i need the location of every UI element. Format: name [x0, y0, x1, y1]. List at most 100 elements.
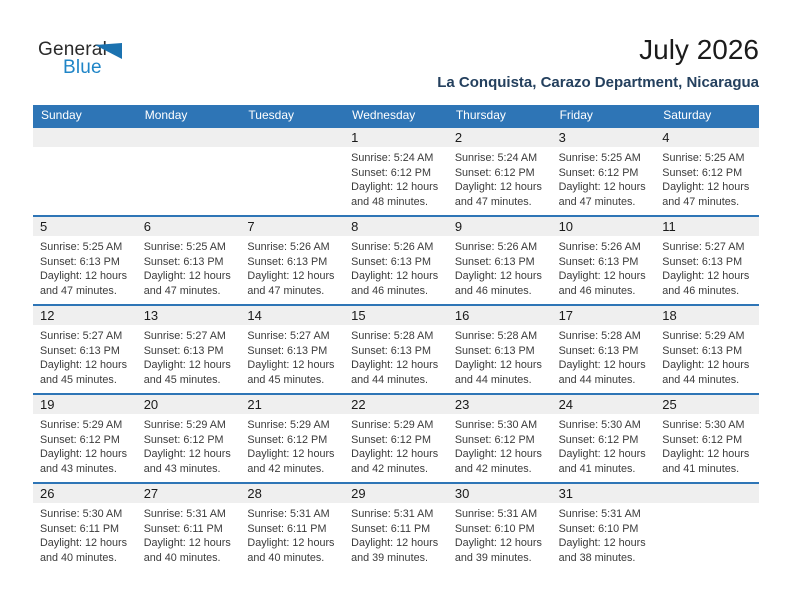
day-cell: Sunrise: 5:27 AM Sunset: 6:13 PM Daylight:…: [137, 325, 241, 387]
sunrise-text: Sunrise: 5:29 AM: [351, 419, 434, 431]
day-number: 14: [247, 308, 262, 323]
daylight-text-line1: Daylight: 12 hours: [351, 181, 439, 194]
day-cell: Sunrise: 5:29 AM Sunset: 6:13 PM Daylight:…: [655, 325, 759, 387]
empty-day-number: [137, 128, 241, 147]
empty-day-number: [655, 484, 759, 503]
sunset-text: Sunset: 6:11 PM: [247, 522, 327, 535]
sunset-text: Sunset: 6:12 PM: [143, 433, 224, 446]
sunset-text: Sunset: 6:13 PM: [558, 344, 639, 357]
daylight-text-line1: Daylight: 12 hours: [454, 181, 542, 194]
daylight-text-line1: Daylight: 12 hours: [351, 537, 439, 550]
sunset-text: Sunset: 6:13 PM: [558, 255, 639, 268]
day-cell: Sunrise: 5:29 AM Sunset: 6:12 PM Daylight:…: [344, 414, 448, 476]
day-cell: Sunrise: 5:26 AM Sunset: 6:13 PM Daylight:…: [552, 236, 656, 298]
sunset-text: Sunset: 6:12 PM: [247, 433, 328, 446]
daylight-text-line2: and 45 minutes.: [247, 373, 325, 386]
day-cell: Sunrise: 5:25 AM Sunset: 6:13 PM Daylight:…: [137, 236, 241, 298]
day-number: 17: [558, 308, 574, 323]
day-number: 12: [40, 308, 55, 323]
day-details-row: Sunrise: 5:29 AM Sunset: 6:12 PM Daylight:…: [33, 414, 759, 476]
day-number: 24: [558, 397, 574, 412]
sunrise-text: Sunrise: 5:29 AM: [143, 419, 226, 431]
day-number: 16: [454, 308, 470, 323]
day-cell: Sunrise: 5:30 AM Sunset: 6:12 PM Daylight:…: [655, 414, 759, 476]
day-cell: Sunrise: 5:29 AM Sunset: 6:12 PM Daylight:…: [33, 414, 137, 476]
daylight-text-line2: and 47 minutes.: [558, 195, 636, 208]
sunrise-text: Sunrise: 5:25 AM: [40, 241, 123, 253]
sunrise-text: Sunrise: 5:31 AM: [143, 508, 226, 520]
daylight-text-line1: Daylight: 12 hours: [351, 359, 439, 372]
daylight-text-line2: and 40 minutes.: [143, 551, 221, 564]
daylight-text-line1: Daylight: 12 hours: [143, 537, 231, 550]
daylight-text-line1: Daylight: 12 hours: [454, 359, 542, 372]
sunset-text: Sunset: 6:12 PM: [662, 166, 743, 179]
sunset-text: Sunset: 6:12 PM: [351, 166, 431, 179]
day-cell: Sunrise: 5:31 AM Sunset: 6:11 PM Daylight:…: [240, 503, 344, 565]
day-number: 26: [40, 486, 55, 501]
sunrise-text: Sunrise: 5:26 AM: [351, 241, 434, 253]
day-number: 27: [143, 486, 159, 501]
sunset-text: Sunset: 6:12 PM: [558, 166, 639, 179]
page-title: July 2026: [639, 34, 759, 65]
daylight-text-line1: Daylight: 12 hours: [454, 537, 542, 550]
sunrise-text: Sunrise: 5:25 AM: [558, 152, 641, 164]
daylight-text-line2: and 46 minutes.: [662, 284, 740, 297]
daylight-text-line1: Daylight: 12 hours: [143, 448, 231, 461]
sunset-text: Sunset: 6:13 PM: [351, 255, 431, 268]
daylight-text-line2: and 46 minutes.: [351, 284, 428, 297]
day-number: 19: [40, 397, 55, 412]
day-cell: Sunrise: 5:26 AM Sunset: 6:13 PM Daylight:…: [240, 236, 344, 298]
daylight-text-line2: and 39 minutes.: [351, 551, 428, 564]
sunrise-text: Sunrise: 5:26 AM: [558, 241, 641, 253]
weekday-header: Thursday: [455, 108, 506, 122]
empty-day-cell: [137, 147, 241, 209]
day-number: 20: [143, 397, 159, 412]
day-number-band: 5 6 7 8 9 10 11: [33, 217, 759, 236]
sunset-text: Sunset: 6:13 PM: [662, 344, 743, 357]
day-number: 1: [351, 130, 359, 145]
daylight-text-line1: Daylight: 12 hours: [247, 359, 335, 372]
sunset-text: Sunset: 6:13 PM: [40, 344, 120, 357]
day-cell: Sunrise: 5:25 AM Sunset: 6:12 PM Daylight:…: [552, 147, 656, 209]
day-number: 31: [558, 486, 574, 501]
day-cell: Sunrise: 5:31 AM Sunset: 6:10 PM Daylight:…: [552, 503, 656, 565]
sunset-text: Sunset: 6:12 PM: [351, 433, 431, 446]
daylight-text-line2: and 47 minutes.: [662, 195, 740, 208]
daylight-text-line1: Daylight: 12 hours: [40, 448, 128, 461]
day-number: 28: [247, 486, 262, 501]
sunrise-text: Sunrise: 5:30 AM: [558, 419, 641, 431]
daylight-text-line1: Daylight: 12 hours: [454, 270, 542, 283]
daylight-text-line1: Daylight: 12 hours: [662, 448, 750, 461]
daylight-text-line1: Daylight: 12 hours: [558, 359, 646, 372]
day-number: 30: [454, 486, 470, 501]
daylight-text-line1: Daylight: 12 hours: [40, 270, 128, 283]
daylight-text-line2: and 47 minutes.: [143, 284, 221, 297]
daylight-text-line2: and 42 minutes.: [247, 462, 325, 475]
daylight-text-line2: and 48 minutes.: [351, 195, 428, 208]
sunrise-text: Sunrise: 5:31 AM: [558, 508, 641, 520]
weekday-header: Friday: [559, 108, 593, 122]
sunrise-text: Sunrise: 5:31 AM: [247, 508, 330, 520]
sunset-text: Sunset: 6:11 PM: [143, 522, 223, 535]
sunset-text: Sunset: 6:13 PM: [662, 255, 743, 268]
sunrise-text: Sunrise: 5:29 AM: [40, 419, 123, 431]
day-number: 2: [454, 130, 463, 145]
sunrise-text: Sunrise: 5:29 AM: [662, 330, 745, 342]
day-number: 9: [454, 219, 463, 234]
weekday-row: Sunday Monday Tuesday Wednesday Thursday Frid…: [33, 105, 759, 126]
daylight-text-line2: and 43 minutes.: [40, 462, 117, 475]
empty-day-number: [33, 128, 137, 147]
daylight-text-line2: and 44 minutes.: [558, 373, 636, 386]
daylight-text-line1: Daylight: 12 hours: [351, 448, 439, 461]
day-number: 4: [662, 130, 670, 145]
weekday-header: Monday: [144, 108, 188, 122]
empty-day-cell: [655, 503, 759, 565]
daylight-text-line1: Daylight: 12 hours: [40, 537, 128, 550]
daylight-text-line2: and 45 minutes.: [143, 373, 221, 386]
day-details-row: Sunrise: 5:30 AM Sunset: 6:11 PM Daylight:…: [33, 503, 759, 565]
sunrise-text: Sunrise: 5:26 AM: [454, 241, 538, 253]
sunset-text: Sunset: 6:10 PM: [454, 522, 535, 535]
daylight-text-line2: and 45 minutes.: [40, 373, 117, 386]
sunset-text: Sunset: 6:13 PM: [247, 255, 328, 268]
sunset-text: Sunset: 6:12 PM: [454, 166, 535, 179]
